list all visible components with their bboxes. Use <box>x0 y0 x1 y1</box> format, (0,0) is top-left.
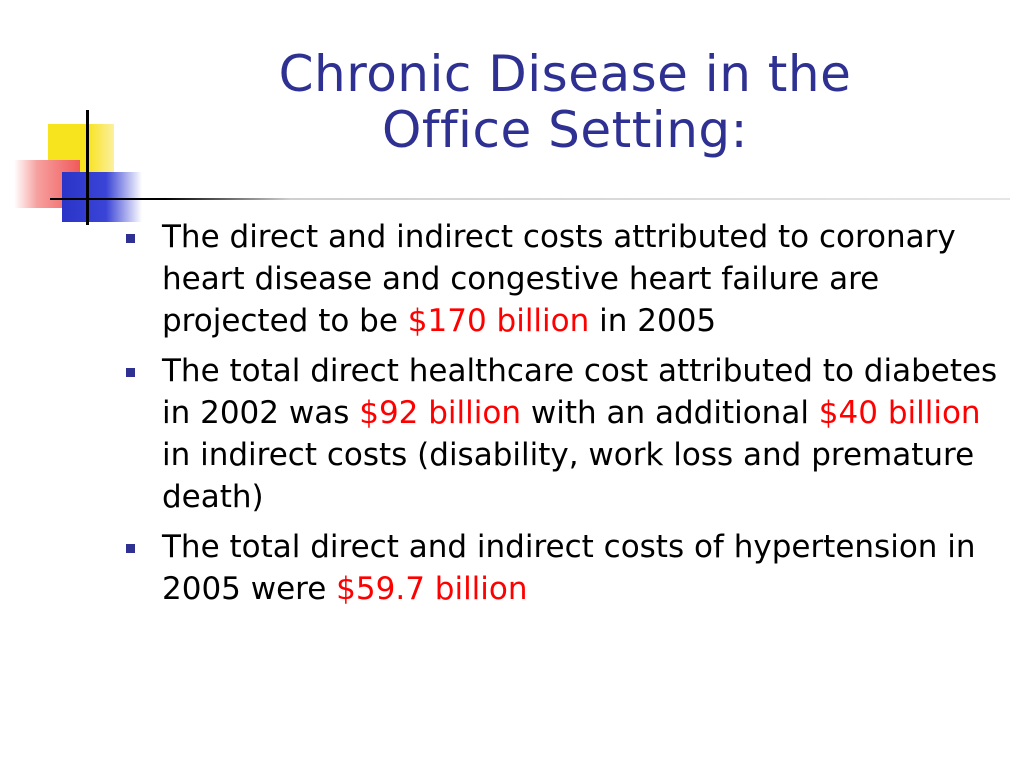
bullet-text: The total direct healthcare cost attribu… <box>162 353 998 431</box>
bullet-list: The direct and indirect costs attributed… <box>120 216 1000 618</box>
bullet-square-icon <box>126 368 135 377</box>
bullet-text: The total direct and indirect costs of h… <box>162 529 976 607</box>
highlighted-amount: $40 billion <box>818 395 981 431</box>
blue-square-decoration <box>62 172 142 222</box>
corner-decoration <box>0 0 160 240</box>
bullet-text: in indirect costs (disability, work loss… <box>162 437 975 515</box>
bullet-item-diabetes: The total direct healthcare cost attribu… <box>120 350 1000 518</box>
slide-title: Chronic Disease in the Office Setting: <box>220 46 910 158</box>
highlighted-amount: $170 billion <box>407 303 590 339</box>
title-line-1: Chronic Disease in the <box>278 45 852 103</box>
bullet-text: The direct and indirect costs attributed… <box>162 219 956 339</box>
highlighted-amount: $92 billion <box>359 395 521 431</box>
title-divider <box>50 198 1010 200</box>
title-line-2: Office Setting: <box>382 101 748 159</box>
bullet-square-icon <box>126 234 135 243</box>
bullet-item-heart-disease: The direct and indirect costs attributed… <box>120 216 1000 342</box>
highlighted-amount: $59.7 billion <box>336 571 528 607</box>
bullet-square-icon <box>126 544 135 553</box>
bullet-text: with an additional <box>521 395 819 431</box>
bullet-item-hypertension: The total direct and indirect costs of h… <box>120 526 1000 610</box>
vertical-rule <box>86 110 89 225</box>
bullet-text: in 2005 <box>589 303 717 339</box>
